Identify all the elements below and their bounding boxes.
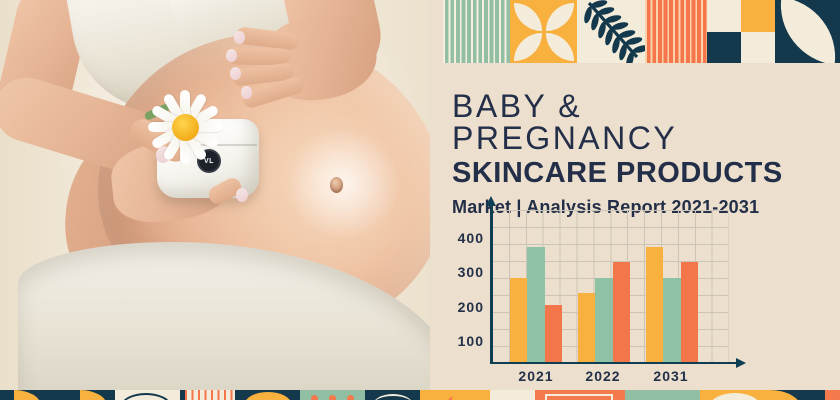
x-label-2031: 2031 — [653, 368, 689, 384]
arc — [373, 394, 413, 400]
checker-square — [707, 32, 741, 63]
y-tick-200: 200 — [457, 299, 484, 315]
bstrip-green — [625, 390, 700, 400]
bstrip-green-dots — [300, 390, 365, 400]
bstrip-orange-frame — [535, 390, 625, 400]
dome — [245, 392, 291, 400]
jar-logo-badge: VL — [197, 149, 221, 173]
y-tick-100: 100 — [457, 333, 484, 349]
fingernail — [226, 49, 237, 62]
fingernail — [230, 67, 241, 80]
bar-green-2031 — [663, 278, 681, 363]
y-axis — [490, 205, 493, 364]
x-axis — [490, 361, 738, 364]
bar-gold-2021 — [510, 278, 528, 363]
bar-orange-2022 — [612, 262, 630, 363]
fingernail — [241, 86, 252, 99]
y-tick-400: 400 — [457, 230, 484, 246]
bstrip-cream-arc — [115, 390, 180, 400]
x-label-2022: 2022 — [585, 368, 621, 384]
bstrip-cream — [490, 390, 535, 400]
title-line1: BABY & PREGNANCY — [452, 88, 678, 156]
tile-leaf-icon — [775, 0, 840, 63]
quarter-curve — [770, 390, 802, 400]
bar-gold-2031 — [646, 247, 664, 363]
title-line2: SKINCARE PRODUCTS — [452, 157, 783, 189]
bar-orange-2031 — [680, 262, 698, 363]
daisy-center — [171, 113, 199, 141]
daisy-petal — [185, 122, 222, 132]
dot — [347, 395, 354, 400]
x-axis-arrow-icon — [736, 357, 746, 368]
top-decor-strip — [443, 0, 840, 63]
bstrip-navy-quarter — [770, 390, 825, 400]
bstrip-orange-pinstripes — [185, 390, 235, 400]
daisy-flower-icon — [146, 88, 224, 166]
y-axis-arrow-icon — [486, 196, 496, 206]
checker-square — [741, 0, 775, 32]
bstrip-navy-arc — [365, 390, 420, 400]
bstrip-gold-dome — [700, 390, 770, 400]
bar-orange-2021 — [544, 305, 562, 363]
tile-petal-flower-icon — [510, 0, 577, 63]
bar-green-2021 — [527, 247, 545, 363]
petal — [514, 33, 542, 61]
fingernail — [234, 31, 245, 44]
y-tick-300: 300 — [457, 264, 484, 280]
curve — [80, 390, 107, 400]
bstrip-navy-sliver — [180, 390, 185, 400]
bstrip-navy-dome — [235, 390, 300, 400]
bar-chart: 400 300 200 100 2021 2022 2031 — [440, 196, 760, 390]
photo-pregnant-woman: VL — [0, 0, 430, 390]
frame-outline — [545, 394, 613, 400]
navel — [330, 177, 343, 193]
bar-green-2022 — [595, 278, 613, 363]
petal — [546, 33, 574, 61]
tile-green-pinstripes — [443, 0, 510, 63]
dome — [710, 393, 760, 400]
tile-leaf-branch-icon — [577, 0, 645, 63]
fingernail — [236, 188, 248, 202]
triangle — [444, 396, 452, 400]
dot — [311, 395, 318, 400]
light-flare — [286, 126, 402, 242]
bstrip-navy-curves — [0, 390, 115, 400]
arc-outline — [121, 393, 171, 400]
petal — [546, 3, 574, 31]
bstrip-orange-end — [825, 390, 840, 400]
bar-gold-2022 — [578, 293, 596, 363]
dot — [329, 395, 336, 400]
curve — [14, 390, 41, 400]
tile-checkerboard — [707, 0, 775, 63]
petal — [514, 3, 542, 31]
tile-orange-pinstripes — [645, 0, 707, 63]
leaf-shape — [775, 0, 840, 63]
bottom-decor-strip — [0, 390, 840, 400]
bstrip-gold — [420, 390, 490, 400]
x-label-2021: 2021 — [518, 368, 554, 384]
